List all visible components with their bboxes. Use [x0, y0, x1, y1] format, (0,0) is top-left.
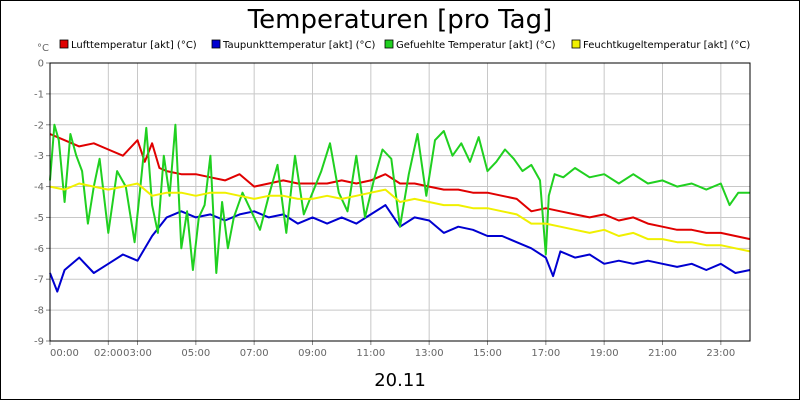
legend-label: Gefuehlte Temperatur [akt] (°C): [396, 40, 556, 51]
x-tick-label: 00:00: [50, 348, 79, 359]
series-line-3: [49, 123, 750, 274]
x-axis-date-label: 20.11: [374, 370, 426, 391]
legend-entry: Gefuehlte Temperatur [akt] (°C): [384, 39, 556, 51]
y-tick-label: -6: [34, 244, 44, 255]
y-tick-label: -1: [34, 89, 44, 100]
x-tick-label: 02:00: [94, 348, 123, 359]
legend-label: Lufttemperatur [akt] (°C): [71, 40, 197, 51]
y-tick-label: -4: [34, 182, 44, 193]
plot-border: [49, 62, 751, 342]
y-tick-label: -9: [34, 337, 44, 348]
x-tick-label: 15:00: [473, 348, 502, 359]
legend-swatch: [571, 39, 581, 49]
x-tick-label: 21:00: [648, 348, 677, 359]
y-tick-label: 0: [38, 59, 44, 70]
series-line-1: [49, 133, 751, 241]
series-line-4: [49, 182, 751, 253]
x-tick-label: 11:00: [356, 348, 385, 359]
x-tick-label: 19:00: [590, 348, 619, 359]
y-tick-label: -5: [34, 213, 44, 224]
legend-swatch: [211, 39, 221, 49]
y-tick-label: -2: [34, 120, 44, 131]
x-tick-label: 03:00: [123, 348, 152, 359]
legend-swatch: [59, 39, 69, 49]
legend-label: Taupunkttemperatur [akt] (°C): [222, 40, 375, 51]
plot-area: 0 -1 -2 -3 -4 -5 -6 -7 -8 -9 00:00 02:00 03:00 05:00 0…: [34, 59, 751, 359]
x-tick-label: 05:00: [181, 348, 210, 359]
legend-entry: Lufttemperatur [akt] (°C): [59, 39, 197, 51]
x-tick-label: 09:00: [298, 348, 327, 359]
y-tick-label: -7: [34, 275, 44, 286]
x-tick-label: 17:00: [531, 348, 560, 359]
x-tick-label: 23:00: [706, 348, 735, 359]
y-tick-label: -8: [34, 306, 44, 317]
y-axis-unit: °C: [37, 43, 49, 54]
y-tick-label: -3: [34, 151, 44, 162]
legend-label: Feuchtkugeltemperatur [akt] (°C): [583, 40, 750, 51]
legend-swatch: [384, 39, 394, 49]
chart-title: Temperaturen [pro Tag]: [247, 5, 553, 35]
x-tick-label: 13:00: [415, 348, 444, 359]
legend: Lufttemperatur [akt] (°C) Taupunkttempera…: [59, 39, 750, 51]
x-tick-label: 07:00: [240, 348, 269, 359]
legend-entry: Feuchtkugeltemperatur [akt] (°C): [571, 39, 750, 51]
legend-entry: Taupunkttemperatur [akt] (°C): [211, 39, 375, 51]
